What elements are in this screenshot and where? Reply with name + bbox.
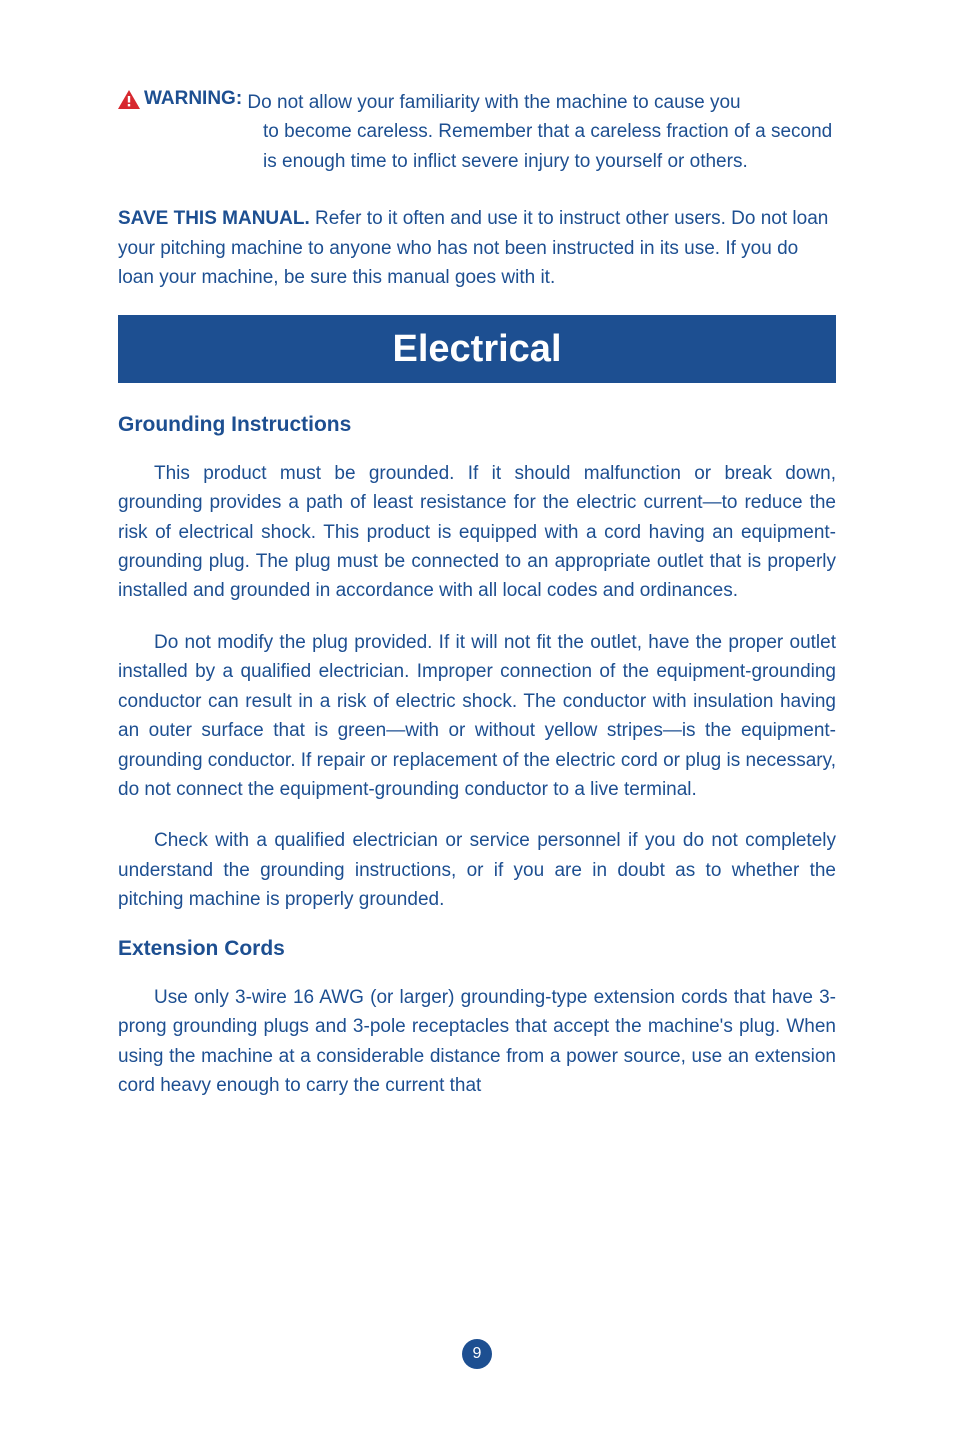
grounding-para-2: Do not modify the plug provided. If it w… [118, 628, 836, 805]
section-header-electrical: Electrical [118, 315, 836, 383]
warning-block: WARNING: Do not allow your familiarity w… [118, 88, 836, 176]
warning-first-line-text: Do not allow your familiarity with the m… [242, 92, 740, 113]
subheading-grounding: Grounding Instructions [118, 413, 836, 437]
grounding-para-3: Check with a qualified electrician or se… [118, 826, 836, 914]
save-manual-paragraph: SAVE THIS MANUAL. Refer to it often and … [118, 204, 836, 292]
save-manual-bold: SAVE THIS MANUAL. [118, 208, 310, 229]
grounding-para-1: This product must be grounded. If it sho… [118, 459, 836, 606]
warning-label: WARNING: [118, 88, 242, 110]
extension-para-1: Use only 3-wire 16 AWG (or larger) groun… [118, 983, 836, 1101]
warning-first-line: WARNING: Do not allow your familiarity w… [118, 88, 836, 117]
subheading-extension-cords: Extension Cords [118, 937, 836, 961]
warning-triangle-icon [118, 90, 140, 109]
manual-page: WARNING: Do not allow your familiarity w… [0, 0, 954, 1101]
warning-continuation: to become careless. Remember that a care… [118, 117, 836, 176]
warning-label-text: WARNING: [144, 88, 242, 110]
page-number-badge: 9 [462, 1339, 492, 1369]
page-number-text: 9 [473, 1345, 482, 1363]
